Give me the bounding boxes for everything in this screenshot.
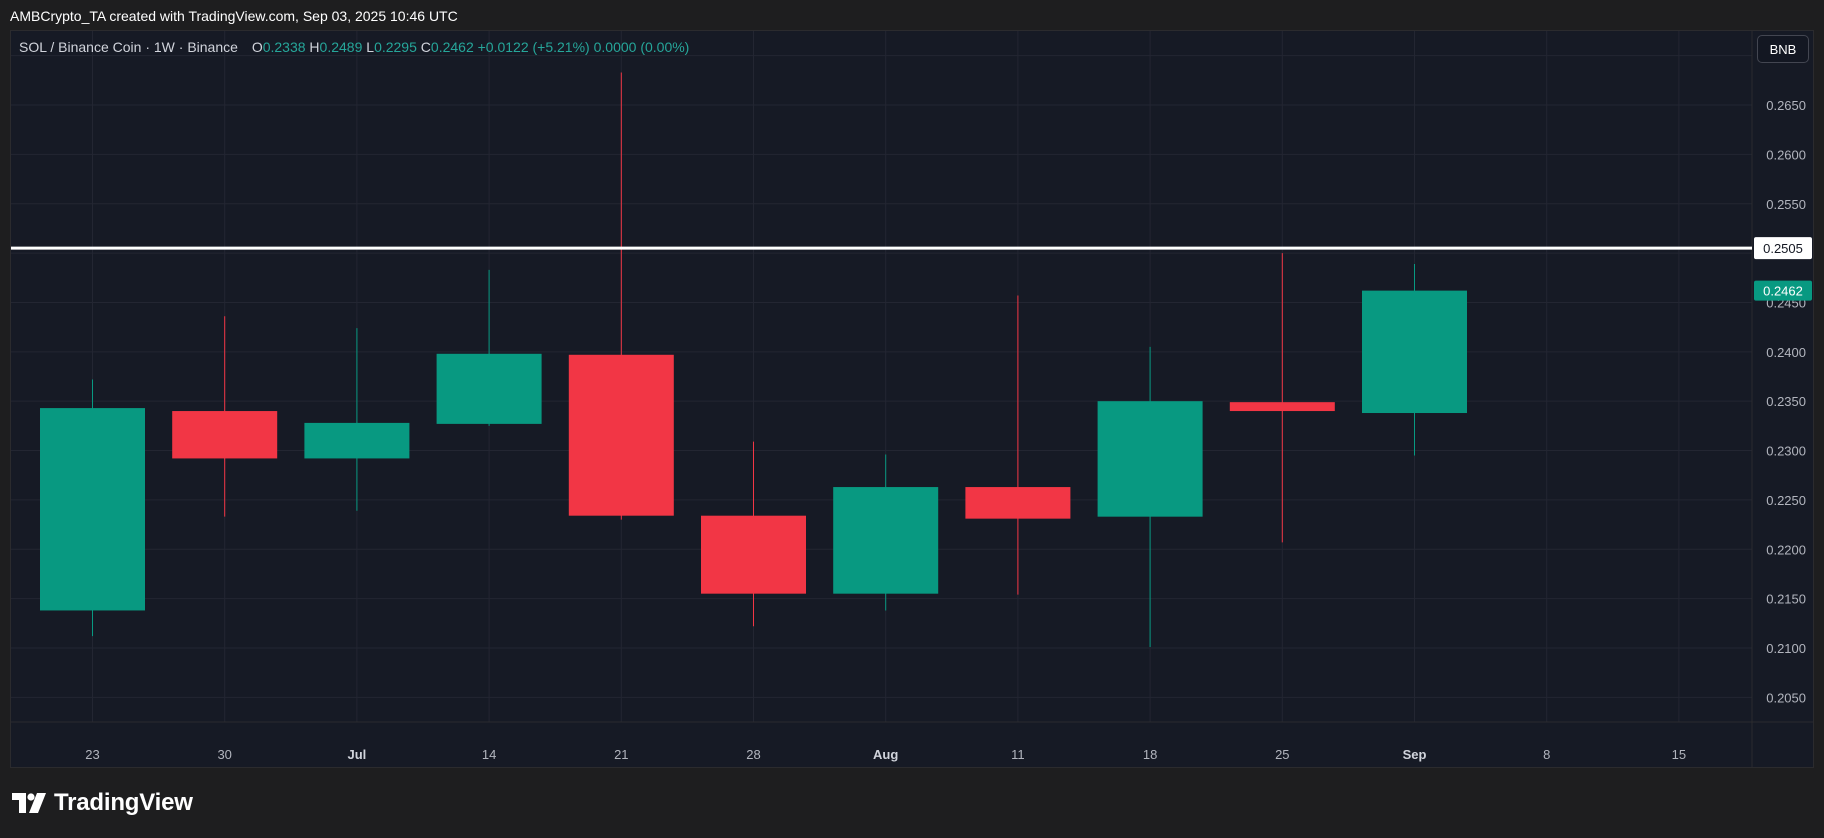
open-label: O [251, 39, 263, 55]
x-tick-label: 28 [746, 747, 760, 762]
candle-body [1362, 290, 1467, 414]
change-value: +0.0122 (+5.21%) [477, 39, 590, 55]
x-tick-label: Jul [348, 747, 367, 762]
y-tick-label: 0.2200 [1766, 542, 1806, 557]
chart-panel[interactable] [10, 30, 1814, 768]
y-tick-label: 0.2650 [1766, 98, 1806, 113]
x-tick-label: 18 [1143, 747, 1157, 762]
chart-legend: SOL / Binance Coin · 1W · Binance O0.233… [19, 38, 689, 56]
tradingview-logo[interactable]: TradingView [12, 788, 193, 818]
y-tick-label: 0.2400 [1766, 345, 1806, 360]
x-tick-label: Aug [873, 747, 898, 762]
candle-body [568, 354, 674, 516]
y-tick-label: 0.2600 [1766, 147, 1806, 162]
candle-body [172, 411, 278, 459]
candle-body [833, 487, 939, 594]
x-tick-label: 15 [1672, 747, 1686, 762]
open-value: 0.2338 [262, 39, 306, 55]
candle-body [1229, 402, 1335, 412]
low-label: L [366, 39, 375, 55]
tradingview-wordmark: TradingView [54, 789, 193, 816]
hline-price-label: 0.2505 [1763, 241, 1803, 256]
x-tick-label: 23 [85, 747, 99, 762]
candle-body [965, 487, 1071, 519]
y-tick-label: 0.2550 [1766, 197, 1806, 212]
x-tick-label: 21 [614, 747, 628, 762]
x-tick-label: 25 [1275, 747, 1289, 762]
close-value: 0.2462 [430, 39, 474, 55]
chart-attribution: AMBCrypto_TA created with TradingView.co… [10, 8, 458, 24]
y-tick-label: 0.2050 [1766, 690, 1806, 705]
candle-body [40, 408, 145, 611]
hline-price-tag [1754, 237, 1812, 260]
y-tick-label: 0.2300 [1766, 444, 1806, 459]
low-value: 0.2295 [374, 39, 417, 55]
symbol-label[interactable]: SOL / Binance Coin · 1W · Binance [19, 39, 238, 55]
currency-button[interactable]: BNB [1757, 35, 1809, 63]
y-tick-label: 0.2100 [1766, 641, 1806, 656]
x-tick-label: 8 [1543, 747, 1550, 762]
y-tick-label: 0.2250 [1766, 493, 1806, 508]
x-tick-label: 14 [482, 747, 496, 762]
candle-body [304, 422, 410, 459]
last-price-tag [1754, 280, 1812, 301]
y-tick-label: 0.2150 [1766, 592, 1806, 607]
x-tick-label: 11 [1011, 747, 1025, 762]
candle-body [701, 515, 806, 594]
tradingview-logo-icon [12, 793, 46, 813]
close-label: C [420, 39, 431, 55]
x-tick-label: 30 [217, 747, 231, 762]
high-value: 0.2489 [319, 39, 363, 55]
extra-value: 0.0000 (0.00%) [593, 39, 690, 55]
candle-body [436, 353, 542, 424]
y-tick-label: 0.2350 [1766, 394, 1806, 409]
candle-body [1097, 401, 1203, 517]
last-price-label: 0.2462 [1763, 284, 1803, 299]
high-label: H [309, 39, 320, 55]
x-tick-label: Sep [1403, 747, 1427, 762]
